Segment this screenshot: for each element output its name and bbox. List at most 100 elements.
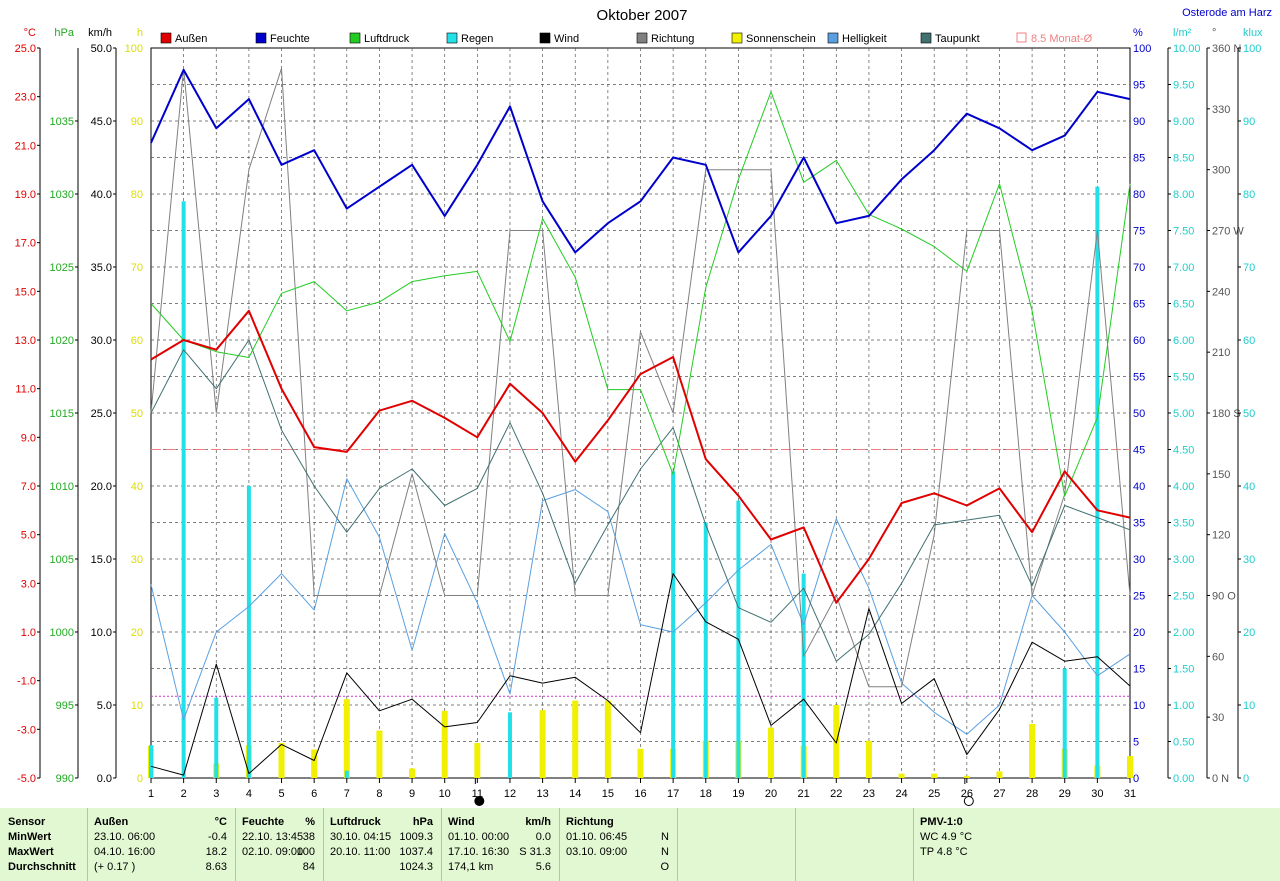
legend-label: Feuchte [270,33,310,45]
legend-label: Regen [461,33,493,45]
axis-unit-hpa: hPa [54,27,74,39]
stats-col-pmv: PMV-1:0 WC 4.9 °C TP 4.8 °C [914,808,1280,881]
rain-bar [246,486,251,778]
axis-tick-h: 80 [131,189,143,201]
rain-bar [801,573,806,778]
axis-tick-kmh: 50.0 [91,43,112,55]
stats-col-aussen: Außen °C 23.10. 06:00 -0.4 04.10. 16:00 18.… [88,808,236,881]
x-tick-label: 4 [246,788,252,800]
axis-tick-pct: 95 [1133,80,1145,92]
axis-tick-hpa: 1030 [50,189,74,201]
stats-feuchte-min-val: 38 [302,831,315,843]
x-tick-label: 17 [667,788,679,800]
axis-tick-pct: 55 [1133,372,1145,384]
axis-tick-pct: 40 [1133,481,1145,493]
sunshine-bar [996,771,1003,778]
x-tick-label: 8 [376,788,382,800]
x-tick-label: 9 [409,788,415,800]
x-tick-label: 14 [569,788,581,800]
legend-swatch [349,32,361,44]
rain-bar [703,522,708,778]
axis-tick-kmh: 45.0 [91,116,112,128]
axis-tick-deg: 330 [1212,104,1230,116]
sunshine-bar [278,742,285,778]
axis-tick-h: 50 [131,408,143,420]
axis-tick-pct: 45 [1133,445,1145,457]
x-tick-label: 30 [1091,788,1103,800]
legend-swatch [827,32,839,44]
axis-tick-hpa: 1005 [50,554,74,566]
axis-tick-pct: 100 [1133,43,1151,55]
axis-tick-temp: 23.0 [15,92,36,104]
stats-aussen-min-time: 23.10. 06:00 [94,831,156,843]
sunshine-bar [865,740,872,778]
full-moon-icon [963,796,974,806]
axis-tick-lm2: 3.50 [1173,518,1194,530]
axis-tick-temp: 25.0 [15,43,36,55]
axis-tick-pct: 35 [1133,518,1145,530]
axis-tick-temp: 21.0 [15,140,36,152]
rain-bar [1062,668,1067,778]
axis-tick-kmh: 0.0 [97,773,112,785]
axis-tick-temp: 5.0 [21,530,36,542]
stats-richtung-max-val: N [661,846,669,858]
axis-tick-deg: 150 [1212,469,1230,481]
x-tick-label: 31 [1124,788,1136,800]
axis-tick-klux: 60 [1243,335,1255,347]
axis-tick-kmh: 20.0 [91,481,112,493]
rain-bar [671,471,676,778]
axis-tick-hpa: 995 [56,700,74,712]
stats-col-sensor: Sensor MinWert MaxWert Durchschnitt [0,808,88,881]
stats-avg-label: Durchschnitt [8,861,76,873]
rain-bar [1095,186,1100,778]
axis-tick-temp: 3.0 [21,578,36,590]
stats-aussen-max-val: 18.2 [205,846,227,858]
axis-tick-pct: 70 [1133,262,1145,274]
axis-tick-temp: 19.0 [15,189,36,201]
axis-tick-deg: 180 S [1212,408,1241,420]
stats-wind-min-val: 0.0 [535,831,551,843]
legend-label: 8.5 Monat-Ø [1031,33,1093,45]
stats-wind-avg-val: 5.6 [535,861,551,873]
stats-richtung-min-val: N [661,831,669,843]
sunshine-bar [637,748,644,778]
stats-aussen-avg-note: (+ 0.17 ) [94,861,136,873]
x-tick-label: 5 [278,788,284,800]
axis-tick-klux: 100 [1243,43,1261,55]
stats-col-empty-2 [796,808,914,881]
axis-tick-lm2: 5.50 [1173,372,1194,384]
x-tick-label: 27 [993,788,1005,800]
stats-wind-unit: km/h [525,816,551,828]
axis-tick-deg: 360 N [1212,43,1241,55]
x-tick-label: 23 [863,788,875,800]
x-tick-label: 3 [213,788,219,800]
stats-pmv-wc: WC 4.9 °C [920,831,973,843]
stats-wind-max-val: S 31.3 [519,846,551,858]
axis-tick-deg: 0 N [1212,773,1229,785]
rain-bar [507,712,512,778]
axis-tick-lm2: 4.50 [1173,445,1194,457]
helligkeit-line [150,478,1131,735]
sunshine-bar [376,730,383,778]
stats-feuchte-unit: % [305,816,315,828]
stats-aussen-unit: °C [214,816,227,828]
x-tick-label: 16 [634,788,646,800]
rain-bar [214,697,219,778]
legend-label: Wind [554,33,579,45]
axis-tick-deg: 210 [1212,347,1230,359]
x-tick-label: 20 [765,788,777,800]
stats-col-wind: Wind km/h 01.10. 00:00 0.0 17.10. 16:30 S 3… [442,808,560,881]
axis-tick-kmh: 5.0 [97,700,112,712]
stats-richtung-min-time: 01.10. 06:45 [566,831,628,843]
x-tick-label: 1 [148,788,154,800]
legend-swatch [920,32,932,44]
axis-tick-lm2: 4.00 [1173,481,1194,493]
x-tick-label: 6 [311,788,317,800]
legend-label: Sonnenschein [746,33,816,45]
legend-swatch [731,32,743,44]
stats-richtung-max-time: 03.10. 09:00 [566,846,628,858]
x-tick-label: 21 [798,788,810,800]
x-tick-label: 28 [1026,788,1038,800]
axis-tick-h: 90 [131,116,143,128]
axis-tick-lm2: 9.00 [1173,116,1194,128]
